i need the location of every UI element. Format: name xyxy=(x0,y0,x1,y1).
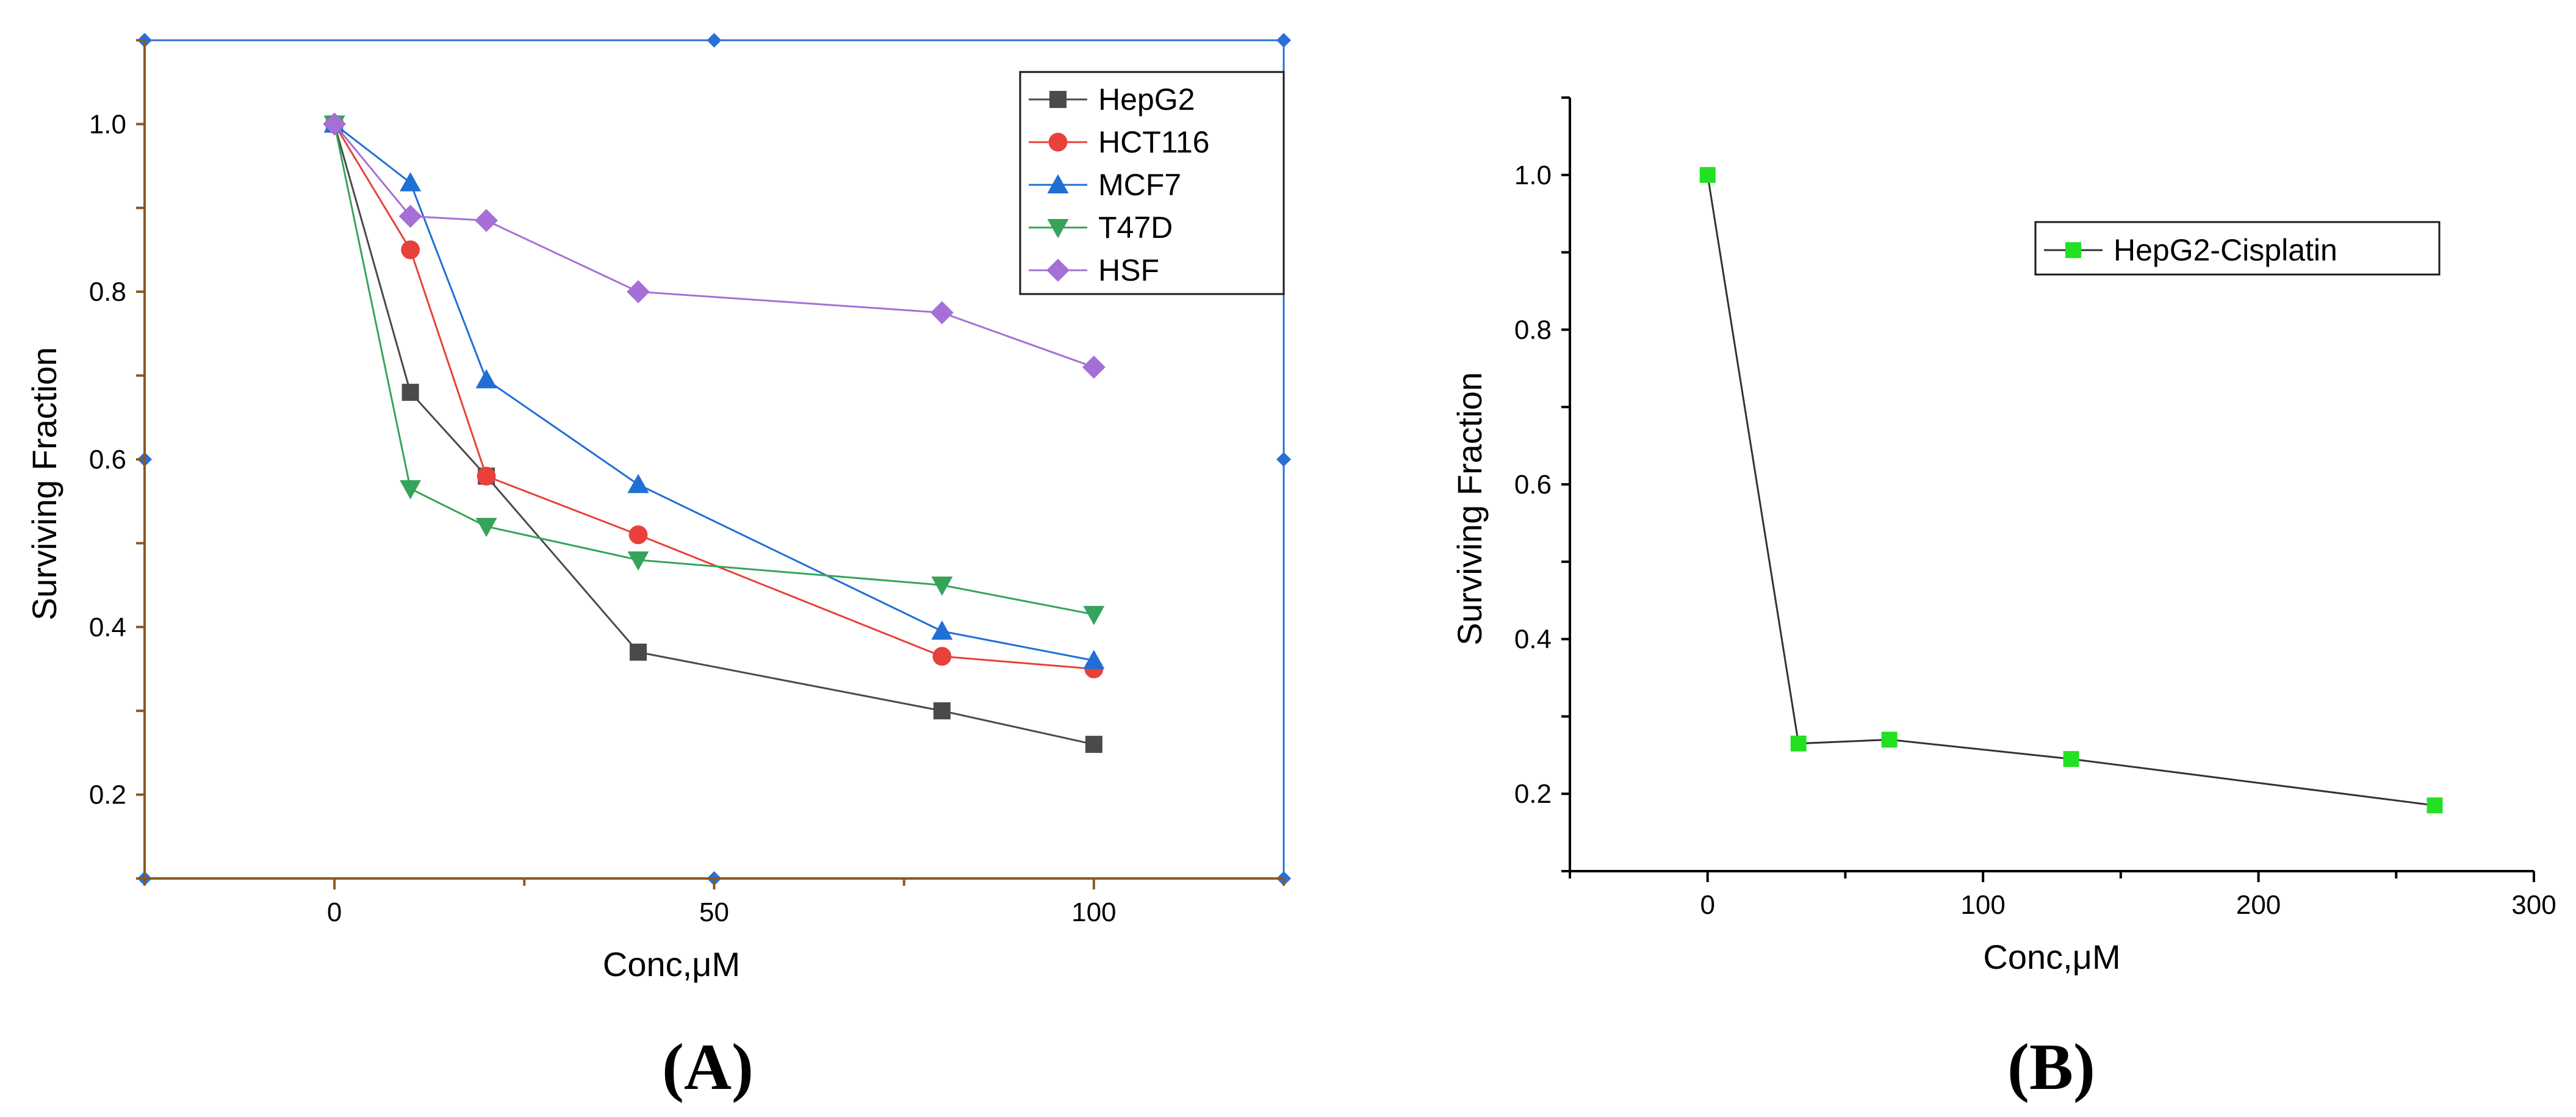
data-point-hct116 xyxy=(932,647,952,666)
series-line-hct116 xyxy=(333,123,1094,670)
data-point-hsf xyxy=(475,209,498,232)
data-point-t47d xyxy=(400,480,422,500)
legend-marker xyxy=(1047,174,1069,193)
data-point-hepg2-cisplatin xyxy=(1881,731,1898,748)
data-point-hepg2 xyxy=(401,384,419,401)
x-tick-label: 0 xyxy=(1700,890,1714,920)
data-point-hsf xyxy=(1082,355,1106,379)
y-tick-label: 0.2 xyxy=(1514,779,1552,809)
y-axis-title: Surviving Fraction xyxy=(25,347,63,620)
x-tick-label: 300 xyxy=(2511,890,2556,920)
data-point-mcf7 xyxy=(627,473,649,494)
y-tick-label: 0.4 xyxy=(1514,625,1552,655)
legend-box xyxy=(1019,71,1285,295)
data-point-hepg2-cisplatin xyxy=(2063,751,2079,767)
data-point-hepg2-cisplatin xyxy=(2427,797,2443,814)
x-axis-title: Conc,μM xyxy=(603,945,740,983)
data-point-hct116 xyxy=(477,467,496,486)
series-hsf xyxy=(323,112,1106,379)
legend-marker xyxy=(1047,219,1069,239)
legend-item-hct116: HCT116 xyxy=(1029,125,1209,159)
panel-label: (B) xyxy=(2007,1031,2095,1104)
x-tick-label: 50 xyxy=(699,897,729,927)
y-tick-label: 1.0 xyxy=(1514,160,1552,190)
panel-a-chart: 0.2 0.4 0.6 0.8 1.0 0 50 100 Conc,μM Surviving Fr… xyxy=(25,33,1291,1104)
legend: HepG2-Cisplatin xyxy=(2034,221,2441,276)
data-point-hsf xyxy=(323,112,347,136)
y-axis-title: Surviving Fraction xyxy=(1450,372,1489,645)
series-line-hepg2 xyxy=(333,123,1095,745)
y-tick-label: 0.8 xyxy=(1514,315,1552,345)
frame-handle xyxy=(1276,452,1291,467)
legend-label: HSF xyxy=(1098,253,1159,287)
y-tick-label: 0.4 xyxy=(89,612,126,642)
data-point-hepg2 xyxy=(1085,736,1103,753)
data-point-mcf7 xyxy=(931,620,953,640)
series-mcf7 xyxy=(323,113,1105,669)
data-point-hsf xyxy=(627,280,650,304)
series-line-mcf7 xyxy=(334,123,1095,662)
legend-marker xyxy=(2065,242,2081,258)
legend-item-t47d: T47D xyxy=(1029,210,1173,245)
y-tick-label: 0.2 xyxy=(89,780,126,810)
legend-label: HepG2-Cisplatin xyxy=(2114,233,2337,267)
data-point-hepg2 xyxy=(933,702,951,720)
data-point-mcf7 xyxy=(400,172,422,192)
data-point-hsf xyxy=(930,301,954,325)
y-tick-label: 1.0 xyxy=(89,109,126,139)
series-t47d xyxy=(323,115,1105,625)
legend-label: HCT116 xyxy=(1098,125,1209,159)
legend-label: MCF7 xyxy=(1098,168,1181,202)
data-point-t47d xyxy=(627,551,649,571)
legend-box xyxy=(2034,221,2441,276)
series-hepg2 xyxy=(326,115,1103,753)
series-line-t47d xyxy=(333,124,1095,616)
y-tick-label: 0.6 xyxy=(89,445,126,475)
data-point-hepg2 xyxy=(630,644,647,661)
data-point-t47d xyxy=(475,517,497,537)
legend-item-mcf7: MCF7 xyxy=(1029,168,1181,202)
legend-marker xyxy=(1048,132,1068,152)
legend-label: HepG2 xyxy=(1098,82,1195,117)
data-point-hct116 xyxy=(628,525,648,545)
legend-label: T47D xyxy=(1098,210,1173,245)
x-axis-title: Conc,μM xyxy=(1983,938,2120,976)
frame-handle xyxy=(1276,33,1291,48)
data-point-hepg2-cisplatin xyxy=(1790,735,1807,752)
panel-b-chart: 0.2 0.4 0.6 0.8 1.0 0 100 200 300 Conc,μM Survivin… xyxy=(1450,96,2556,1104)
x-tick-label: 0 xyxy=(327,897,342,927)
x-tick-label: 200 xyxy=(2236,890,2281,920)
series-hepg2-cisplatin xyxy=(1699,167,2443,814)
data-point-hct116 xyxy=(401,240,420,259)
series-line-hsf xyxy=(334,123,1095,368)
data-point-mcf7 xyxy=(1083,650,1105,669)
data-point-hepg2-cisplatin xyxy=(1699,167,1716,183)
legend-marker xyxy=(1049,91,1067,108)
x-tick-label: 100 xyxy=(1071,897,1116,927)
x-tick-label: 100 xyxy=(1960,890,2005,920)
frame-handle xyxy=(707,33,722,48)
y-tick-label: 0.6 xyxy=(1514,470,1552,500)
data-point-t47d xyxy=(931,576,953,596)
data-point-hsf xyxy=(398,204,422,228)
legend-marker xyxy=(1046,259,1070,282)
series-hct116 xyxy=(325,115,1104,678)
legend: HepG2 HCT116 MCF7 T47D HSF xyxy=(1019,71,1285,295)
legend-item-hsf: HSF xyxy=(1029,253,1159,287)
legend-item-hepg2-cisplatin: HepG2-Cisplatin xyxy=(2044,233,2337,267)
y-tick-label: 0.8 xyxy=(89,277,126,307)
data-point-mcf7 xyxy=(475,368,497,389)
legend-item-hepg2: HepG2 xyxy=(1029,82,1195,117)
data-point-t47d xyxy=(1083,606,1105,625)
panel-label: (A) xyxy=(662,1031,754,1104)
